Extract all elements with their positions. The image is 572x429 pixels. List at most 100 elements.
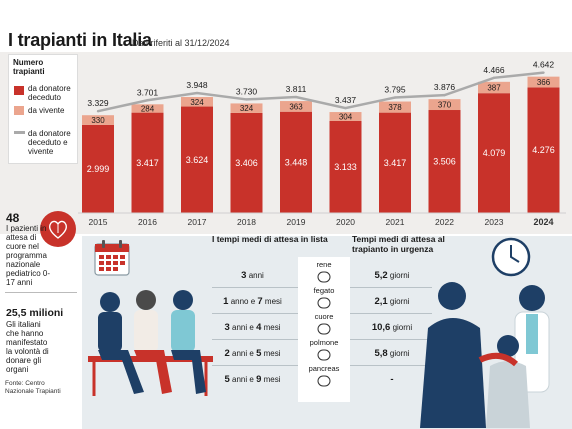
urgent-header: Tempi medi di attesa al trapianto in urg… (352, 234, 445, 254)
x-tick-label: 2015 (89, 217, 108, 227)
stacked-bar-chart: 2.999 330 3.329 2015 3.417 284 3.701 2016 3.624 3… (78, 60, 566, 227)
total-point (443, 93, 446, 97)
data-label-living: 284 (141, 104, 155, 113)
list-wait-cuore: 3 anni e 4 mesi (224, 322, 281, 333)
organ-label-pancreas: pancreas (308, 364, 340, 373)
data-label-total: 3.811 (286, 84, 307, 94)
x-tick-label: 2021 (386, 217, 405, 227)
row-divider (350, 287, 432, 288)
cuore-icon (317, 323, 331, 335)
row-divider (350, 313, 432, 314)
bar-living (280, 101, 312, 112)
x-tick-label: 2022 (435, 217, 454, 227)
divider (5, 292, 77, 293)
data-label-deceased: 2.999 (87, 164, 110, 174)
x-tick-label: 2018 (237, 217, 256, 227)
list-wait-fegato: 1 anno e 7 mesi (223, 296, 282, 307)
legend-swatch-total-line (14, 131, 25, 134)
chart-panel: 2.999 330 3.329 2015 3.417 284 3.701 2016 3.624 3… (0, 52, 572, 234)
bar-deceased (230, 112, 263, 213)
page-subtitle: Dati riferiti al 31/12/2024 (132, 38, 230, 48)
data-label-total: 3.437 (335, 95, 357, 105)
urgent-wait-pancreas: - (390, 374, 394, 385)
bar-living (478, 81, 510, 94)
x-tick-label: 2019 (287, 217, 306, 227)
data-label-living: 378 (388, 103, 402, 112)
legend-label-deceased: da donatore deceduto (28, 84, 71, 102)
total-point (344, 106, 347, 110)
legend-swatch-deceased (14, 86, 24, 95)
calendar-icon (94, 240, 130, 276)
data-label-deceased: 3.417 (136, 158, 159, 168)
data-label-total: 3.730 (236, 86, 258, 96)
data-label-living: 324 (190, 98, 204, 107)
rene-icon (317, 271, 331, 283)
total-point (542, 71, 545, 74)
total-point (393, 96, 397, 99)
waiting-people-illustration (88, 290, 213, 396)
bar-deceased (428, 110, 461, 213)
stat-number-pediatric: 48 (6, 211, 20, 225)
bar-living (131, 104, 164, 113)
bar-deceased (379, 112, 411, 213)
row-divider (212, 339, 298, 340)
urgent-wait-rene: 5,2 giorni (374, 270, 410, 281)
data-label-deceased: 4.079 (483, 148, 506, 158)
data-label-total: 3.876 (434, 82, 456, 92)
series-line-total (97, 71, 544, 113)
bar-living (379, 101, 411, 113)
stat-text-donors: Gli italiani che hanno manifestato la vo… (6, 320, 49, 374)
data-label-deceased: 3.624 (186, 155, 209, 165)
polmone-icon (317, 349, 331, 361)
list-wait-pancreas: 5 anni e 9 mesi (224, 374, 281, 385)
bar-deceased (280, 111, 312, 213)
total-point (245, 98, 248, 101)
urgent-wait-polmone: 5,8 giorni (374, 348, 410, 359)
source-note: Fonte: Centro Nazionale Trapianti (5, 380, 61, 395)
total-point (294, 95, 298, 99)
bar-living (82, 115, 114, 125)
organ-column (298, 257, 350, 402)
data-label-living: 330 (91, 116, 105, 125)
chart-legend: Numero trapianti da donatore deceduto da… (8, 54, 78, 164)
organ-label-fegato: fegato (313, 286, 335, 295)
heart-icon (40, 211, 76, 247)
bar-deceased (478, 93, 510, 213)
total-point (146, 99, 149, 102)
total-point (96, 110, 100, 113)
data-label-deceased: 3.406 (235, 158, 258, 168)
pancreas-icon (317, 375, 331, 387)
page-title: I trapianti in Italia (8, 30, 152, 50)
legend-label-total: da donatore deceduto e vivente (28, 129, 71, 156)
list-wait-polmone: 2 anni e 5 mesi (224, 348, 281, 359)
legend-swatch-living (14, 106, 24, 115)
urgent-wait-fegato: 2,1 giorni (374, 296, 410, 307)
fegato-icon (317, 297, 331, 309)
organ-label-polmone: polmone (309, 338, 339, 347)
data-label-deceased: 3.133 (334, 162, 357, 172)
doctor-patient-illustration (420, 282, 550, 428)
data-label-total: 3.948 (186, 80, 208, 90)
data-label-total: 4.466 (483, 65, 505, 75)
x-tick-label: 2024 (533, 217, 553, 227)
stat-number-donors: 25,5 milioni (6, 307, 64, 319)
organ-label-rene: rene (316, 260, 332, 269)
data-label-living: 363 (289, 102, 303, 111)
row-divider (212, 313, 298, 314)
bar-living (428, 99, 461, 111)
data-label-deceased: 3.506 (433, 157, 456, 167)
list-header: I tempi medi di attesa in lista (212, 234, 328, 244)
bar-living (329, 112, 362, 121)
data-label-total: 3.329 (87, 98, 109, 108)
x-tick-label: 2020 (336, 217, 355, 227)
data-label-living: 304 (339, 113, 353, 122)
data-label-living: 387 (487, 83, 501, 92)
data-label-deceased: 4.276 (532, 145, 555, 155)
x-tick-label: 2017 (188, 217, 207, 227)
data-label-total: 3.795 (384, 85, 406, 95)
legend-label-living: da vivente (28, 106, 65, 115)
x-tick-label: 2016 (138, 217, 157, 227)
data-label-total: 3.701 (137, 87, 159, 97)
bar-living (527, 76, 560, 88)
bar-deceased (82, 124, 114, 213)
